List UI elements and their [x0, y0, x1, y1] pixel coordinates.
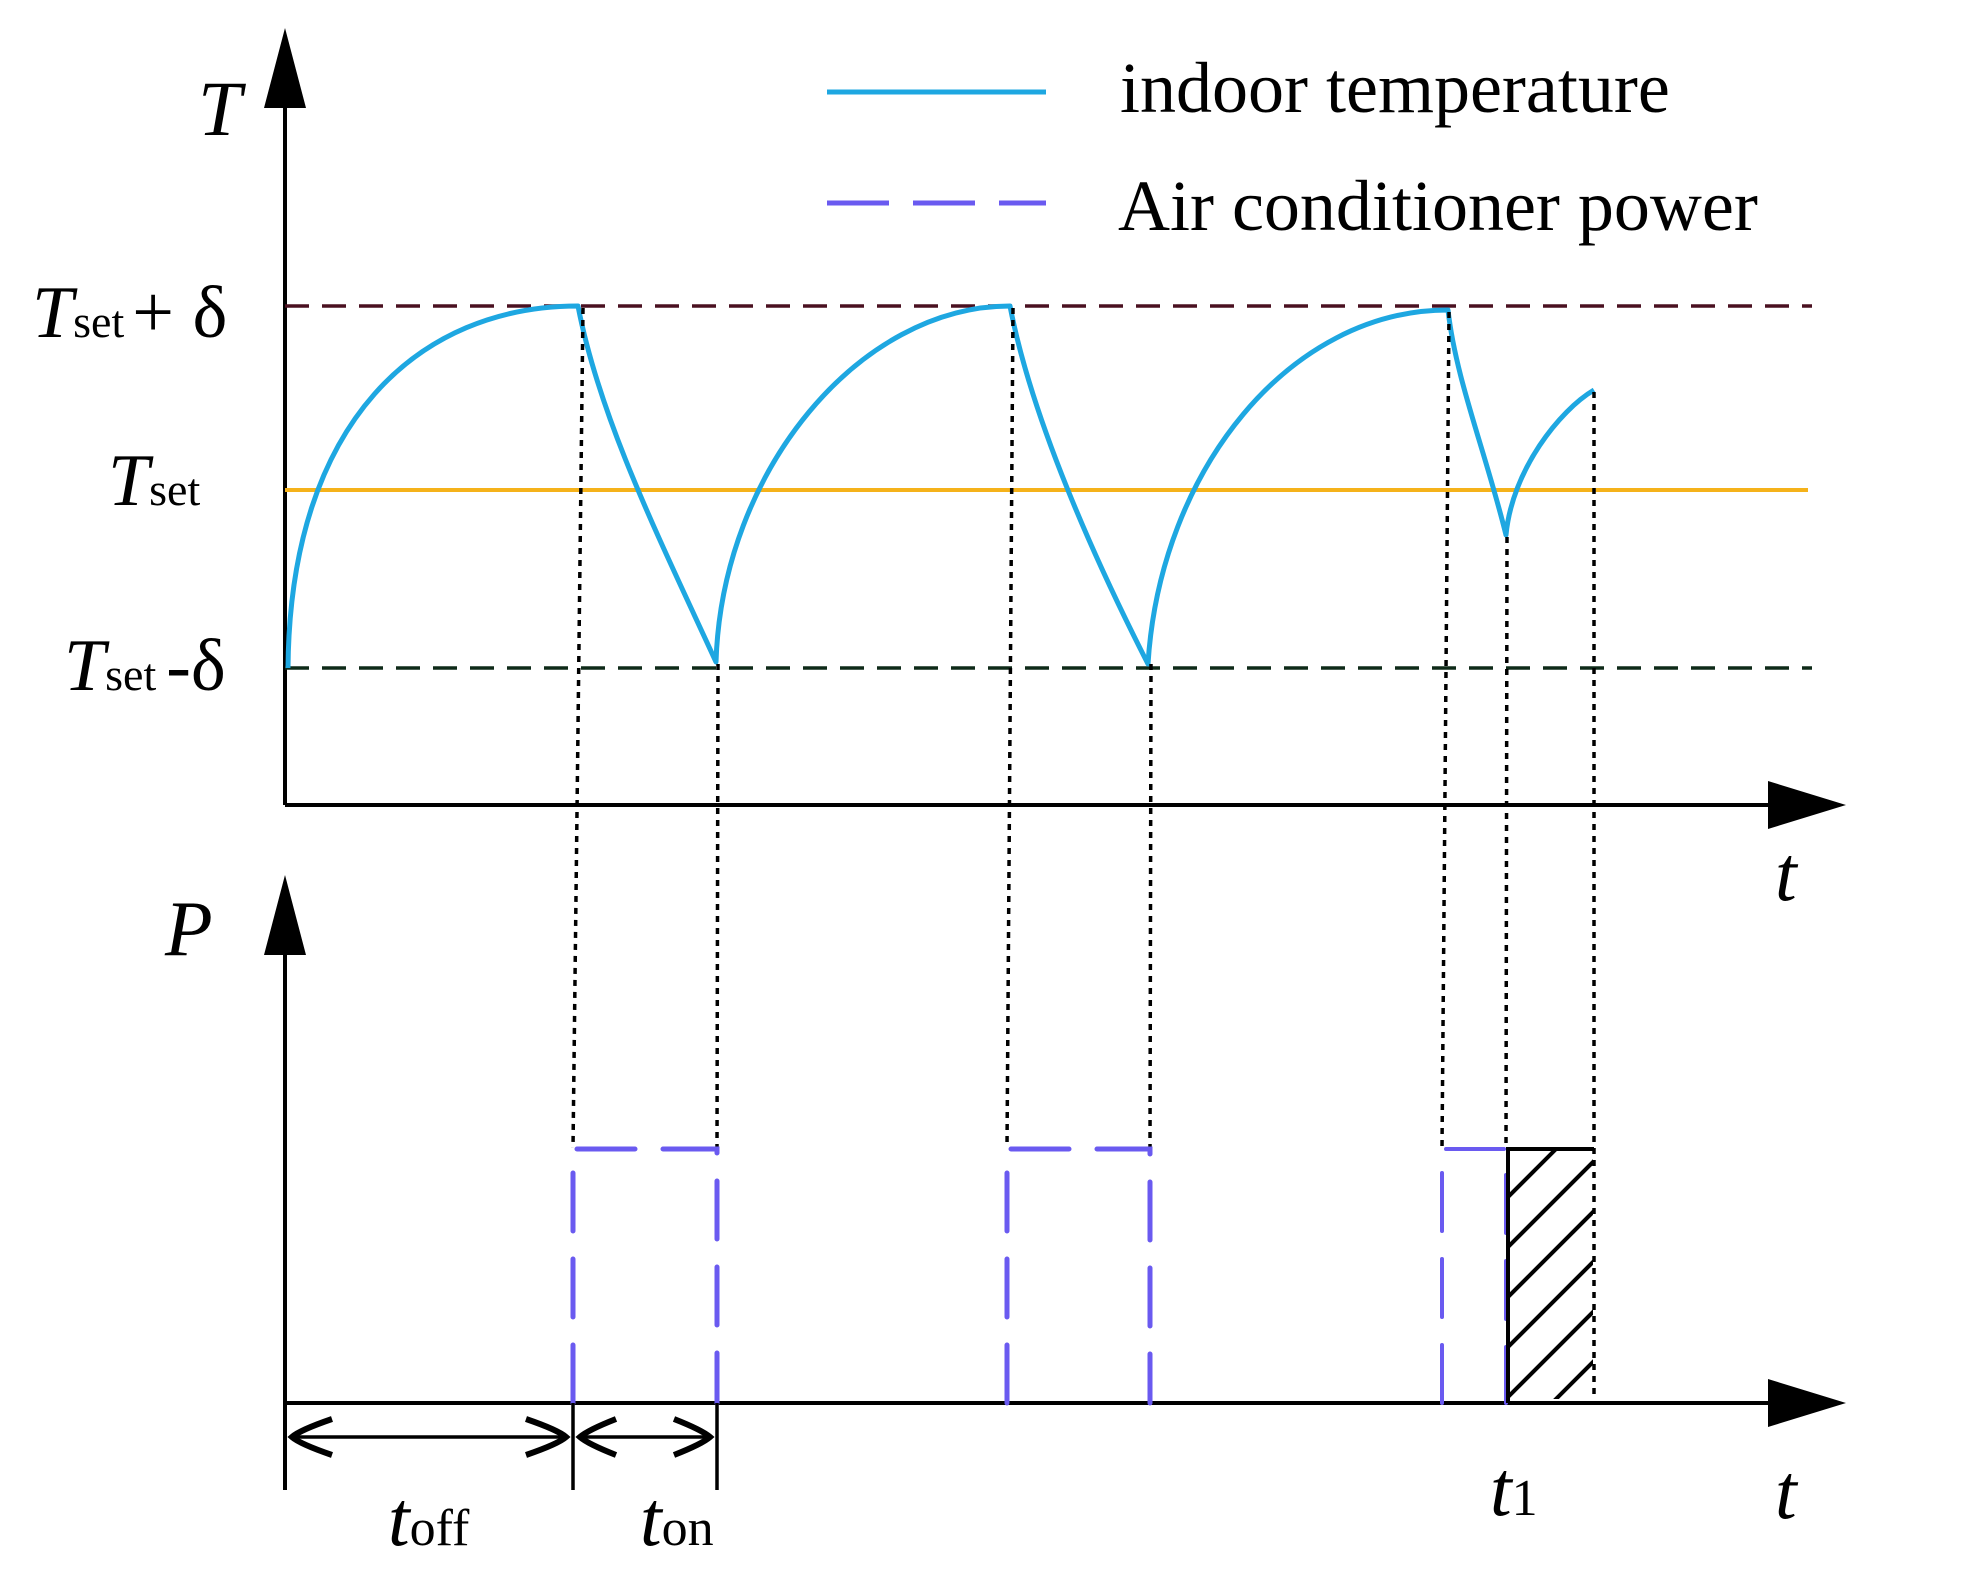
top-y-axis-label: T	[198, 65, 246, 152]
lower-limit-suffix: -δ	[166, 625, 226, 707]
event-connectors	[571, 307, 1596, 1400]
lower-limit-label: Tset -δ	[64, 625, 226, 707]
hatch-line	[1508, 1159, 1593, 1250]
t-off-main: t	[388, 1475, 412, 1562]
setpoint-sub: set	[149, 464, 200, 515]
connector-line	[1440, 311, 1451, 1149]
top-axes	[264, 28, 1846, 829]
legend-temperature-label: indoor temperature	[1120, 48, 1670, 128]
t-off-left-arrowhead	[287, 1416, 333, 1458]
t-off-label: toff	[388, 1475, 470, 1562]
power-pulse	[1004, 1146, 1153, 1406]
interval-markers	[283, 1403, 719, 1490]
t1-main: t	[1490, 1445, 1514, 1532]
hatch-line	[1508, 1209, 1593, 1300]
top-x-axis-label: t	[1775, 830, 1799, 917]
hatch-line	[1553, 1359, 1593, 1399]
setpoint-label: Tset	[108, 440, 200, 522]
top-y-axis-arrow	[264, 28, 306, 108]
bottom-x-axis-label: t	[1775, 1448, 1799, 1535]
connector-line	[1504, 536, 1509, 1149]
hatch-line	[1508, 1309, 1593, 1399]
indoor-temperature-curve	[285, 303, 1596, 669]
upper-limit-sub: set	[73, 296, 124, 347]
top-x-axis-arrow	[1768, 781, 1846, 829]
t-off-right-arrowhead	[525, 1416, 571, 1458]
hatched-region	[1506, 1147, 1594, 1403]
t-on-right-arrowhead	[672, 1416, 715, 1458]
bottom-y-axis-arrow	[264, 875, 306, 955]
hatch-line	[1508, 1149, 1559, 1200]
connector-line	[571, 307, 585, 1149]
bottom-axes	[264, 875, 1846, 1490]
t-off-sub: off	[410, 1500, 470, 1557]
bottom-y-axis-label: P	[164, 885, 213, 972]
t-on-sub: on	[662, 1500, 714, 1557]
upper-limit-label: Tset + δ	[32, 272, 227, 354]
t1-sub: 1	[1512, 1470, 1538, 1527]
legend-power-label: Air conditioner power	[1118, 166, 1758, 246]
connector-line	[1148, 663, 1153, 1149]
t1-label: t1	[1490, 1445, 1538, 1532]
power-pulse	[570, 1146, 720, 1406]
power-pulse	[1440, 1147, 1508, 1405]
setpoint-main: T	[108, 440, 154, 522]
connector-line	[1005, 307, 1015, 1149]
connector-line	[715, 663, 720, 1149]
air-conditioner-power-trace	[570, 1146, 1508, 1406]
hatch-line	[1508, 1259, 1593, 1350]
t-on-left-arrowhead	[575, 1416, 618, 1458]
t-on-label: ton	[640, 1475, 714, 1562]
lower-limit-sub: set	[105, 649, 156, 700]
upper-limit-suffix: + δ	[132, 272, 227, 354]
upper-limit-main: T	[32, 272, 78, 354]
legend: indoor temperature Air conditioner power	[827, 48, 1758, 246]
bottom-x-axis-arrow	[1768, 1379, 1846, 1427]
lower-limit-main: T	[64, 625, 110, 707]
t-on-main: t	[640, 1475, 664, 1562]
